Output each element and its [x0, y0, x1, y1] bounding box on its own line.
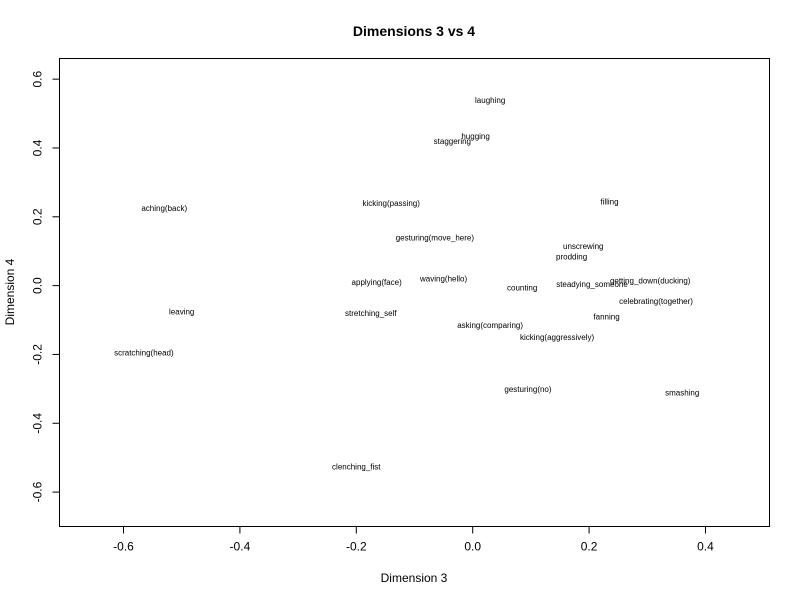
y-tick-label: -0.6	[31, 481, 45, 502]
point-label: laughing	[475, 96, 505, 105]
point-label: aching(back)	[141, 204, 187, 213]
point-label: counting	[507, 283, 537, 292]
point-label: scratching(head)	[114, 349, 174, 358]
point-label: smashing	[665, 388, 699, 397]
x-tick-label: -0.2	[346, 540, 367, 554]
point-label: hugging	[461, 132, 489, 141]
x-tick-label: 0.0	[464, 540, 481, 554]
point-label: filling	[600, 197, 618, 206]
point-label: applying(face)	[352, 278, 403, 287]
y-tick-label: 0.6	[31, 70, 45, 87]
point-label: fanning	[593, 313, 619, 322]
point-label: waving(hello)	[419, 275, 467, 284]
y-tick-label: -0.2	[31, 344, 45, 365]
point-label: gesturing(move_here)	[396, 233, 475, 242]
point-label: getting_down(ducking)	[610, 276, 691, 285]
point-label: steadying_someone	[556, 280, 628, 289]
point-label: asking(comparing)	[457, 321, 523, 330]
point-label: celebrating(together)	[619, 297, 693, 306]
y-axis-label: Dimension 4	[3, 258, 17, 325]
point-label: kicking(aggressively)	[520, 333, 595, 342]
x-tick-label: -0.6	[113, 540, 134, 554]
point-label: stretching_self	[345, 309, 397, 318]
chart-title: Dimensions 3 vs 4	[353, 23, 475, 39]
point-label: prodding	[556, 252, 587, 261]
point-label: leaving	[169, 307, 194, 316]
x-tick-label: 0.4	[697, 540, 714, 554]
point-label: clenching_fist	[332, 462, 381, 471]
y-axis: -0.6 -0.4 -0.2 0.0 0.2 0.4 0.6	[31, 70, 60, 502]
point-label: unscrewing	[563, 242, 603, 251]
y-tick-label: -0.4	[31, 413, 45, 434]
y-tick-label: 0.0	[31, 277, 45, 294]
plot-frame	[59, 58, 770, 527]
point-label: staggering	[434, 137, 471, 146]
point-label: gesturing(no)	[504, 385, 551, 394]
point-label: kicking(passing)	[363, 199, 421, 208]
y-tick-label: 0.2	[31, 208, 45, 225]
x-axis-label: Dimension 3	[381, 571, 448, 585]
x-tick-label: 0.2	[581, 540, 598, 554]
x-axis: -0.6 -0.4 -0.2 0.0 0.2 0.4	[113, 526, 714, 554]
y-tick-label: 0.4	[31, 139, 45, 156]
x-tick-label: -0.4	[230, 540, 251, 554]
